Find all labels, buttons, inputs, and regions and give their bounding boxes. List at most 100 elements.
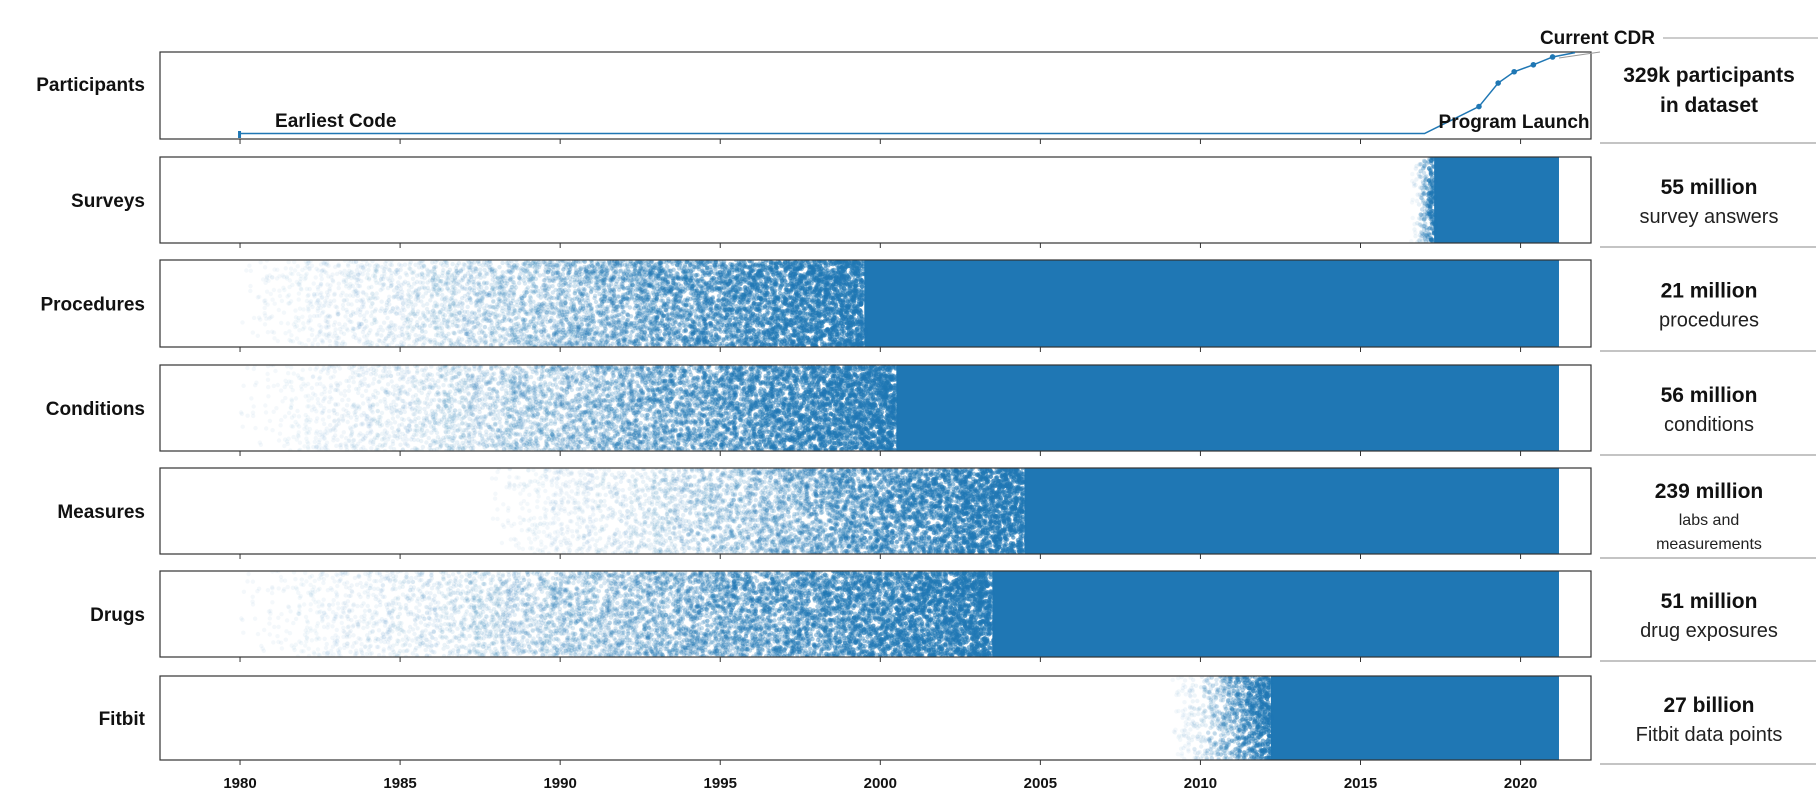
data-point bbox=[419, 265, 425, 270]
data-point bbox=[619, 331, 624, 336]
data-point bbox=[1420, 233, 1425, 239]
data-point bbox=[510, 329, 515, 335]
data-point bbox=[643, 261, 648, 266]
data-point bbox=[372, 309, 378, 314]
data-point bbox=[683, 270, 688, 276]
data-point bbox=[782, 273, 788, 278]
data-point bbox=[427, 310, 433, 315]
data-point bbox=[532, 284, 537, 289]
data-point bbox=[608, 296, 613, 302]
data-point bbox=[1426, 202, 1432, 207]
data-point bbox=[400, 316, 405, 321]
data-point bbox=[715, 286, 721, 291]
data-point bbox=[790, 309, 795, 315]
data-point bbox=[248, 268, 253, 273]
data-point bbox=[514, 321, 519, 327]
data-point bbox=[702, 297, 707, 302]
data-point bbox=[284, 274, 290, 279]
data-point bbox=[650, 336, 655, 341]
data-point bbox=[472, 344, 477, 347]
data-point bbox=[684, 260, 689, 265]
data-point bbox=[487, 304, 492, 310]
data-point bbox=[722, 291, 727, 296]
data-point bbox=[655, 341, 660, 346]
data-point bbox=[607, 261, 612, 267]
data-point bbox=[569, 329, 574, 334]
data-point bbox=[472, 310, 477, 316]
data-point bbox=[473, 265, 478, 271]
data-point bbox=[634, 279, 639, 284]
data-point bbox=[580, 293, 585, 298]
data-point bbox=[755, 283, 760, 288]
data-point bbox=[1422, 235, 1428, 240]
data-point bbox=[465, 332, 470, 337]
data-point bbox=[642, 330, 647, 335]
data-point bbox=[603, 289, 608, 294]
data-point bbox=[1421, 224, 1426, 229]
data-point bbox=[710, 260, 715, 265]
data-point bbox=[484, 285, 489, 291]
data-point bbox=[567, 270, 572, 275]
data-point bbox=[1418, 185, 1423, 190]
data-point bbox=[787, 337, 792, 342]
data-point bbox=[762, 293, 768, 298]
data-point bbox=[421, 314, 427, 319]
data-point bbox=[738, 298, 744, 304]
data-point bbox=[604, 339, 610, 344]
data-point bbox=[710, 315, 716, 320]
data-point bbox=[738, 278, 744, 284]
data-point bbox=[444, 279, 449, 284]
data-point bbox=[355, 272, 361, 277]
data-point bbox=[394, 285, 399, 290]
data-point bbox=[485, 293, 490, 298]
data-point bbox=[740, 297, 745, 302]
data-point bbox=[628, 261, 633, 267]
data-point bbox=[415, 293, 420, 298]
data-point bbox=[765, 297, 771, 303]
data-point bbox=[501, 311, 506, 317]
data-point bbox=[513, 285, 519, 290]
data-point bbox=[530, 284, 535, 289]
data-point bbox=[723, 305, 728, 310]
data-point bbox=[709, 343, 714, 347]
data-point bbox=[547, 267, 552, 272]
data-point bbox=[591, 343, 596, 347]
data-point bbox=[407, 332, 412, 337]
data-point bbox=[793, 314, 799, 319]
data-point bbox=[1424, 210, 1430, 216]
data-point bbox=[720, 278, 726, 283]
data-point bbox=[587, 336, 592, 342]
data-point bbox=[422, 285, 427, 290]
data-point bbox=[408, 311, 413, 316]
data-point bbox=[690, 331, 695, 337]
data-point bbox=[351, 334, 356, 339]
data-point bbox=[613, 326, 618, 332]
data-point bbox=[283, 266, 288, 271]
data-point bbox=[456, 329, 462, 334]
data-point bbox=[791, 265, 796, 271]
data-point bbox=[727, 315, 732, 320]
data-point bbox=[1413, 182, 1418, 188]
data-point bbox=[770, 336, 776, 341]
data-point bbox=[456, 261, 462, 266]
data-point bbox=[480, 288, 486, 294]
data-point bbox=[346, 263, 351, 269]
data-point bbox=[750, 311, 756, 316]
data-point bbox=[572, 324, 577, 330]
data-point bbox=[1417, 222, 1422, 227]
data-point bbox=[597, 291, 602, 297]
data-point bbox=[746, 342, 751, 347]
data-point bbox=[795, 315, 800, 321]
data-point bbox=[665, 305, 670, 310]
data-point bbox=[665, 264, 670, 269]
data-point bbox=[1411, 181, 1417, 187]
data-point bbox=[516, 323, 522, 328]
data-point bbox=[740, 266, 745, 271]
data-point bbox=[265, 330, 271, 335]
annotation-earliest-code: Earliest Code bbox=[275, 111, 396, 132]
data-point bbox=[760, 262, 765, 267]
data-point bbox=[497, 265, 502, 270]
data-point bbox=[399, 263, 404, 268]
data-point bbox=[782, 338, 787, 344]
data-point bbox=[774, 337, 779, 343]
